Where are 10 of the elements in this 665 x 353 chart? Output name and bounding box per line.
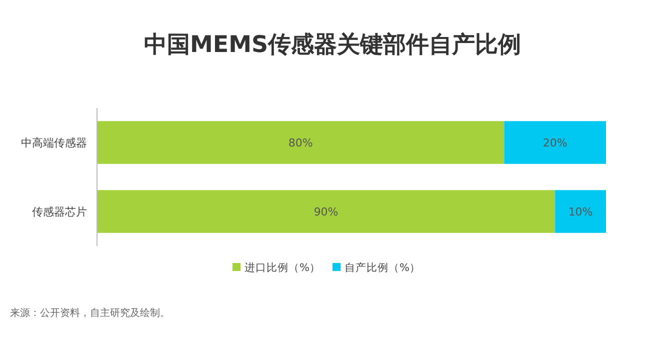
y-tick-label: 传感器芯片 [32, 206, 87, 218]
data-label: 90% [314, 206, 338, 218]
chart-title: 中国MEMS传感器关键部件自产比例 [144, 32, 522, 58]
legend-label: 进口比例（%） [244, 261, 320, 274]
data-label: 20% [542, 136, 568, 150]
source-note: 来源：公开资料，自主研究及绘制。 [10, 307, 170, 319]
data-label: 80% [288, 136, 313, 150]
legend-label: 自产比例（%） [344, 261, 420, 274]
data-label: 10% [568, 206, 593, 218]
y-tick-label: 中高端传感器 [21, 136, 87, 150]
